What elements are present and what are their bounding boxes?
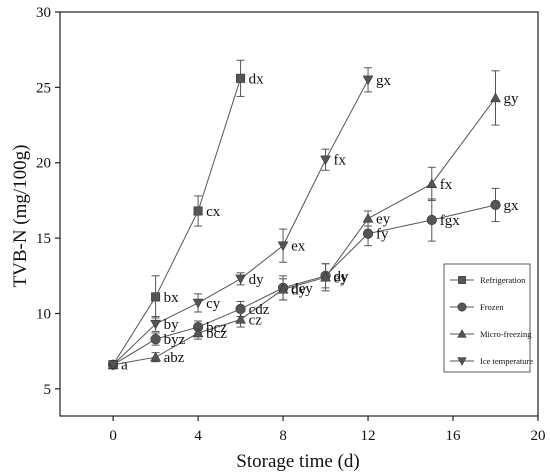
triangle-down-marker [107, 360, 119, 371]
circle-marker [490, 199, 501, 211]
legend-entry: Ice temperature [450, 356, 533, 366]
data-label: gx [376, 73, 392, 89]
triangle-down-marker [277, 241, 289, 252]
x-tick-label: 16 [446, 428, 462, 444]
data-label: gy [504, 91, 520, 107]
series-line [112, 78, 242, 366]
triangle-down-marker [150, 319, 161, 330]
square-marker [458, 276, 466, 284]
data-label: dey [291, 281, 313, 297]
data-label: bx [164, 290, 180, 306]
data-label: by [164, 317, 180, 333]
triangle-down-marker [320, 155, 331, 166]
legend-label: Refrigeration [480, 275, 526, 285]
x-tick-label: 20 [531, 428, 546, 444]
x-axis-title: Storage time (d) [236, 451, 359, 472]
legend-entry: Refrigeration [450, 275, 526, 285]
data-label: fx [440, 177, 453, 193]
legend-label: Frozen [480, 302, 504, 312]
triangle-up-marker [192, 327, 204, 338]
x-tick-label: 4 [194, 428, 202, 444]
legend-label: Micro-freezing [480, 329, 532, 339]
series-micro-freezing [107, 70, 501, 369]
circle-marker [457, 302, 467, 312]
data-label: fx [334, 153, 347, 169]
x-tick-label: 8 [279, 428, 287, 444]
data-label: ey [376, 212, 391, 228]
data-label: dy [291, 282, 307, 298]
y-tick-label: 20 [36, 156, 51, 172]
data-label: bcz [206, 326, 227, 342]
data-label: fgx [440, 213, 460, 229]
data-label: cz [249, 313, 263, 329]
data-label: cdz [249, 302, 270, 318]
data-label: dy [249, 272, 264, 288]
data-label: gx [504, 198, 520, 214]
plot-border [59, 11, 539, 417]
axes: 0 4 8 12 16 20 5 10 15 20 25 30 [36, 5, 546, 444]
triangle-down-marker [235, 274, 246, 285]
triangle-up-marker [362, 213, 374, 223]
triangle-down-marker [457, 357, 467, 366]
data-label: byz [164, 332, 186, 348]
circle-marker [426, 214, 437, 226]
triangle-up-marker [320, 271, 331, 282]
triangle-up-marker [457, 329, 467, 338]
x-tick-label: 0 [109, 428, 117, 444]
triangle-up-marker [277, 283, 289, 294]
data-label: dx [249, 71, 264, 87]
legend: Refrigeration Frozen Micro-freezing Ice tem… [443, 263, 533, 373]
square-marker [193, 206, 203, 216]
circle-marker [150, 334, 161, 345]
legend-label: Ice temperature [480, 356, 533, 366]
series-layer [107, 59, 501, 371]
data-label: bcz [206, 320, 227, 336]
data-label: a [121, 358, 128, 374]
data-label: fy [376, 227, 389, 243]
triangle-up-marker [426, 178, 438, 189]
data-label: cx [206, 204, 221, 220]
y-tick-label: 15 [36, 231, 51, 247]
legend-entry: Micro-freezing [450, 329, 532, 339]
circle-marker [362, 228, 374, 239]
square-marker [151, 292, 161, 302]
triangle-up-marker [490, 92, 501, 103]
triangle-down-marker [192, 298, 204, 309]
x-tick-label: 12 [361, 428, 376, 444]
y-tick-label: 5 [44, 382, 52, 398]
data-label: dy [334, 269, 350, 285]
data-label: ey [334, 270, 349, 286]
y-axis-title: TVB-N (mg/100g) [10, 144, 31, 287]
point-labels: abxcxdxbyzbczcdzdeydyfyfgxgxabzbczczdyey… [121, 71, 519, 373]
plot-frame [59, 11, 539, 417]
series-ice-temperature [107, 67, 374, 371]
data-label: abz [164, 350, 185, 366]
square-marker [236, 73, 246, 83]
y-tick-label: 25 [36, 80, 51, 96]
triangle-down-marker [362, 75, 374, 86]
y-tick-label: 30 [36, 5, 51, 21]
data-label: cy [206, 296, 221, 312]
y-tick-label: 10 [36, 306, 51, 322]
data-label: ex [291, 239, 306, 255]
triangle-up-marker [235, 314, 246, 324]
triangle-up-marker [150, 351, 161, 362]
legend-entry: Frozen [450, 302, 504, 312]
